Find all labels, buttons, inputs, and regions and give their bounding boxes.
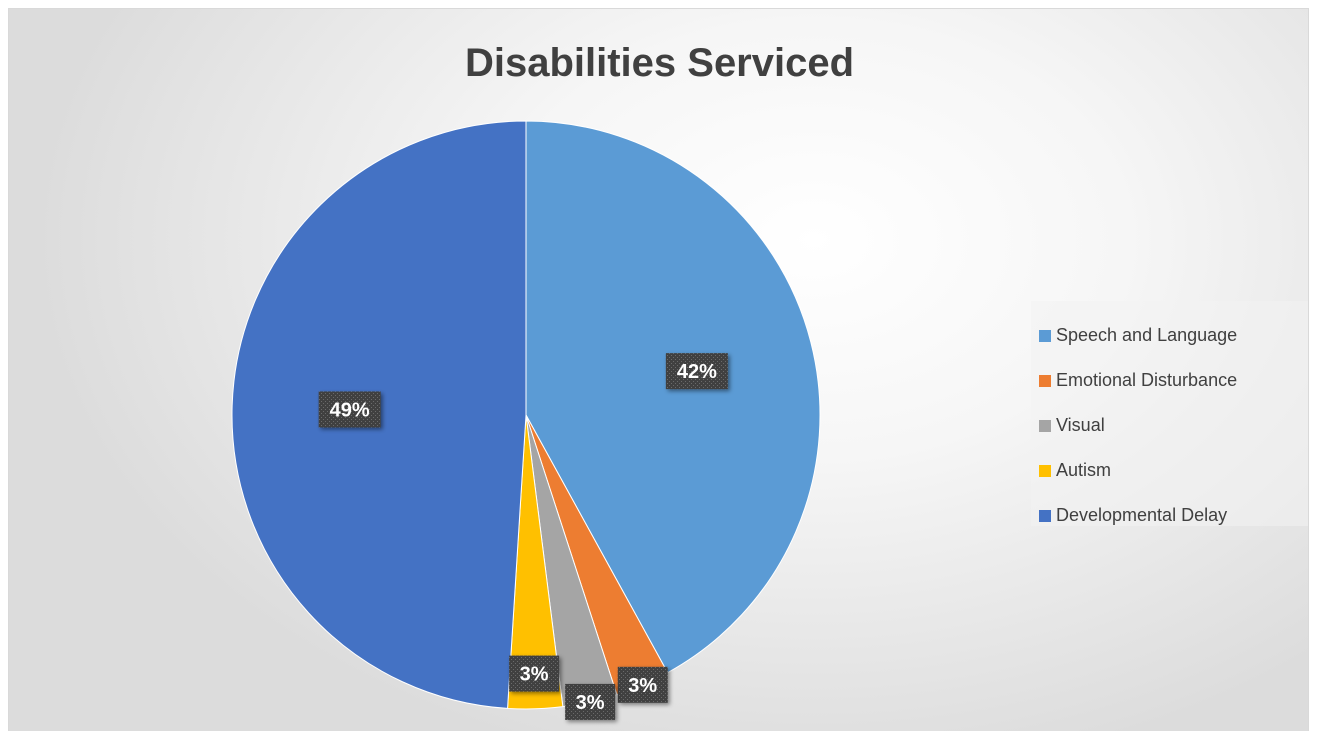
data-label-box <box>617 666 668 703</box>
data-label-visual: 3% <box>565 683 616 720</box>
data-label-box <box>318 391 381 428</box>
data-label-box <box>665 353 728 390</box>
legend-item-visual: Visual <box>1031 403 1308 448</box>
legend-label: Visual <box>1056 415 1105 435</box>
legend-swatch <box>1039 374 1051 387</box>
pie-chart: 42% 3% 3% 3% 49% <box>231 120 821 720</box>
data-label-speech-and-language: 42% <box>665 353 728 390</box>
legend-label: Autism <box>1056 460 1112 480</box>
data-label-box <box>565 683 616 720</box>
data-label-text: 3% <box>520 664 549 686</box>
legend-item-emotional-disturbance: Emotional Disturbance <box>1031 358 1308 403</box>
chart-area: Disabilities Serviced 42% 3% 3% 3% 49% Speec… <box>8 8 1309 731</box>
pie-slice-speech-and-language <box>525 120 821 674</box>
legend-item-speech-and-language: Speech and Language <box>1031 313 1308 358</box>
legend-swatch <box>1039 464 1051 477</box>
legend-label: Speech and Language <box>1056 325 1238 345</box>
legend-swatch <box>1039 509 1051 522</box>
data-label-text: 42% <box>677 361 717 383</box>
legend-swatch <box>1039 329 1051 342</box>
legend-swatch <box>1039 419 1051 432</box>
chart-title: Disabilities Serviced <box>464 41 855 85</box>
legend-item-developmental-delay: Developmental Delay <box>1031 493 1308 538</box>
data-label-text: 49% <box>330 399 370 421</box>
legend-label: Developmental Delay <box>1056 505 1228 525</box>
data-label-text: 3% <box>576 692 605 714</box>
data-label-emotional-disturbance: 3% <box>617 666 668 703</box>
legend: Speech and Language Emotional Disturbance… <box>1031 301 1308 526</box>
data-label-autism: 3% <box>509 655 560 692</box>
legend-label: Emotional Disturbance <box>1056 370 1238 390</box>
legend-item-autism: Autism <box>1031 448 1308 493</box>
data-label-developmental-delay: 49% <box>318 391 381 428</box>
data-label-box <box>509 655 560 692</box>
data-label-text: 3% <box>628 675 657 697</box>
